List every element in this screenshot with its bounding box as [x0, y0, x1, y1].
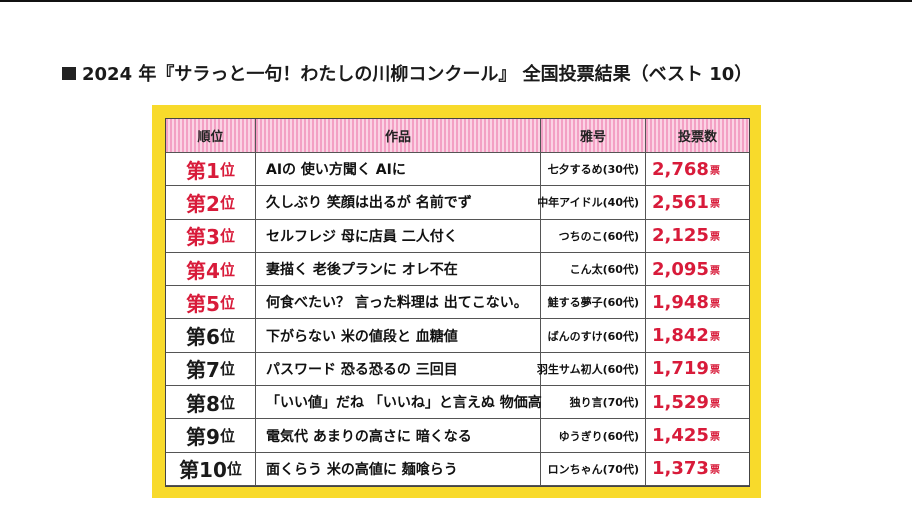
- rank-suffix: 位: [219, 227, 235, 246]
- votes-cell: 2,125 票: [646, 220, 749, 253]
- pen-name-cell: 鮭する夢子(60代): [541, 286, 646, 320]
- header-votes: 投票数: [646, 119, 749, 153]
- rank-number: 第9: [186, 425, 220, 450]
- vote-count: 1,373: [652, 458, 709, 480]
- pen-name-cell: つちのこ(60代): [541, 219, 646, 253]
- rank-suffix: 位: [226, 460, 242, 479]
- work-cell: パスワード 恐る恐るの 三回目: [256, 352, 541, 387]
- rank-cell: 第4 位: [166, 252, 256, 287]
- rank-suffix: 位: [219, 193, 235, 212]
- rank-number: 第7: [186, 358, 220, 383]
- rank-number: 第4: [186, 258, 220, 283]
- votes-cell: 1,948 票: [646, 286, 749, 320]
- vote-count: 2,768: [652, 158, 709, 180]
- rank-cell: 第2 位: [166, 186, 256, 220]
- rank-number: 第8: [186, 391, 220, 416]
- rank-number: 第2: [186, 191, 220, 216]
- rank-cell: 第9 位: [166, 419, 256, 453]
- top-border-line: [0, 0, 912, 2]
- vote-count: 2,125: [652, 225, 709, 247]
- vote-unit: 票: [709, 198, 720, 210]
- square-bullet-icon: [62, 66, 76, 80]
- header-rank: 順位: [166, 119, 256, 153]
- rank-cell: 第10 位: [166, 452, 256, 486]
- pen-name-cell: 独り言(70代): [541, 386, 646, 420]
- votes-cell: 1,842 票: [646, 319, 749, 353]
- pen-name-cell: ゆうぎり(60代): [541, 419, 646, 453]
- vote-unit: 票: [709, 432, 720, 444]
- rank-number: 第6: [186, 325, 220, 350]
- vote-count: 1,529: [652, 391, 709, 413]
- work-cell: 下がらない 米の値段と 血糖値: [256, 319, 541, 353]
- vote-count: 1,425: [652, 425, 709, 447]
- work-cell: 何食べたい？ 言った料理は 出てこない。: [256, 286, 541, 320]
- rank-cell: 第5 位: [166, 286, 256, 320]
- work-cell: AIの 使い方聞く AIに: [256, 153, 541, 187]
- rank-number: 第5: [186, 291, 220, 316]
- votes-cell: 2,095 票: [646, 253, 749, 287]
- pen-name-cell: 羽生サム初人(60代): [537, 352, 646, 387]
- pen-name-cell: 七夕するめ(30代): [541, 153, 646, 187]
- votes-cell: 1,719 票: [646, 353, 749, 387]
- pen-name-cell: ばんのすけ(60代): [541, 319, 646, 353]
- vote-unit: 票: [709, 365, 720, 377]
- work-cell: 久しぶり 笑顔は出るが 名前でず: [256, 186, 541, 220]
- vote-count: 2,095: [652, 258, 709, 280]
- pen-name-cell: 中年アイドル(40代): [537, 186, 646, 220]
- votes-cell: 1,529 票: [646, 386, 749, 420]
- yellow-frame: 順位 作品 雅号 投票数 第1 位 AIの 使い方聞く AIに 七夕するめ(30代) 2…: [152, 105, 761, 498]
- header-work: 作品: [256, 119, 541, 153]
- header-pen-name: 雅号: [541, 119, 646, 153]
- rank-cell: 第8 位: [166, 386, 256, 420]
- pen-name-cell: こん太(60代): [541, 252, 646, 287]
- vote-unit: 票: [709, 232, 720, 244]
- vote-count: 1,948: [652, 291, 709, 313]
- rank-suffix: 位: [219, 327, 235, 346]
- rank-suffix: 位: [219, 293, 235, 312]
- work-cell: 「いい値」だね 「いいね」と言えぬ 物価高: [256, 386, 542, 420]
- heading-text: 2024 年『サラっと一句！わたしの川柳コンクール』 全国投票結果（ベスト 10…: [82, 64, 753, 85]
- page-heading: 2024 年『サラっと一句！わたしの川柳コンクール』 全国投票結果（ベスト 10…: [62, 60, 752, 86]
- votes-cell: 1,373 票: [646, 453, 749, 486]
- vote-unit: 票: [709, 398, 720, 410]
- vote-count: 2,561: [652, 191, 709, 213]
- vote-unit: 票: [709, 332, 720, 344]
- work-cell: 面くらう 米の高値に 麺喰らう: [256, 452, 541, 486]
- rank-suffix: 位: [219, 393, 235, 412]
- rank-number: 第10: [179, 458, 227, 483]
- rank-cell: 第3 位: [166, 219, 256, 253]
- vote-unit: 票: [709, 465, 720, 477]
- votes-cell: 2,561 票: [646, 186, 749, 220]
- work-cell: 電気代 あまりの高さに 暗くなる: [256, 419, 541, 453]
- rank-suffix: 位: [219, 360, 235, 379]
- vote-count: 1,842: [652, 325, 709, 347]
- vote-unit: 票: [709, 265, 720, 277]
- rank-cell: 第7 位: [166, 352, 256, 387]
- votes-cell: 2,768 票: [646, 153, 749, 187]
- rank-suffix: 位: [219, 260, 235, 279]
- rank-suffix: 位: [219, 427, 235, 446]
- vote-unit: 票: [709, 165, 720, 177]
- rank-cell: 第6 位: [166, 319, 256, 353]
- work-cell: セルフレジ 母に店員 二人付く: [256, 219, 541, 253]
- vote-unit: 票: [709, 298, 720, 310]
- work-cell: 妻描く 老後プランに オレ不在: [256, 252, 541, 287]
- rank-cell: 第1 位: [166, 153, 256, 187]
- vote-count: 1,719: [652, 358, 709, 380]
- rank-number: 第1: [186, 158, 220, 183]
- rank-number: 第3: [186, 225, 220, 250]
- rank-suffix: 位: [219, 160, 235, 179]
- pen-name-cell: ロンちゃん(70代): [541, 452, 646, 486]
- votes-cell: 1,425 票: [646, 419, 749, 453]
- ranking-table: 順位 作品 雅号 投票数 第1 位 AIの 使い方聞く AIに 七夕するめ(30代) 2…: [165, 118, 750, 487]
